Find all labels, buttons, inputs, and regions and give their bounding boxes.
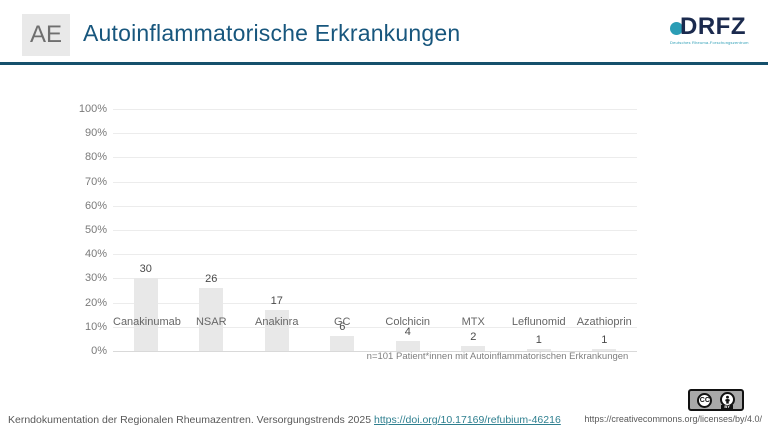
header-divider — [0, 62, 768, 65]
bar-cell: 1 — [572, 109, 638, 351]
bar-nsar — [199, 288, 224, 351]
y-axis-tick-label: 30% — [84, 272, 107, 285]
bar-cell: 30 — [113, 109, 179, 351]
gridline — [113, 302, 637, 304]
plot-area: 0% 10% 20% 30% 40% 50% 60% 70% 80% 90% 100% 30 26 17 6… — [79, 103, 638, 357]
bar-anakinra — [264, 309, 289, 351]
x-axis-category-label: MTX — [461, 316, 485, 328]
bar-cell: 6 — [310, 109, 376, 351]
bar-cell: 17 — [244, 109, 310, 351]
x-axis-category-label: Anakinra — [255, 316, 299, 328]
y-axis-tick-label: 40% — [84, 248, 107, 261]
y-axis-tick-label: 50% — [84, 224, 107, 236]
bar-colchicin — [395, 341, 420, 351]
bar-cell: 2 — [441, 109, 507, 351]
gridline — [113, 157, 637, 159]
y-axis-tick-label: 100% — [78, 103, 107, 115]
license-url[interactable]: https://creativecommons.org/licenses/by/… — [584, 414, 762, 424]
gridline — [113, 278, 637, 280]
gridline — [113, 109, 637, 110]
chart-note: n=101 Patient*innen mit Autoinflammatori… — [366, 351, 629, 362]
cc-by-label: BY — [721, 404, 733, 409]
cc-by-license-badge[interactable]: CC BY — [688, 389, 744, 411]
bar-value-label: 26 — [205, 273, 218, 286]
gridline — [113, 326, 637, 328]
y-axis-tick-label: 80% — [84, 151, 107, 164]
gridline — [113, 205, 637, 207]
topic-badge: AE — [22, 14, 70, 56]
gridline — [113, 351, 637, 352]
y-axis-tick-label: 60% — [84, 199, 107, 212]
logo-text: DRFZ — [680, 13, 746, 40]
bar-chart: 0% 10% 20% 30% 40% 50% 60% 70% 80% 90% 100% 30 26 17 6… — [0, 66, 768, 386]
source-text: Kerndokumentation der Regionalen Rheumaz… — [8, 414, 374, 426]
cc-person-icon — [719, 391, 735, 407]
gridline — [113, 181, 637, 183]
y-axis-tick-label: 0% — [91, 345, 107, 357]
bar-mtx — [461, 346, 486, 351]
bar-value-label: 30 — [139, 263, 152, 276]
page-title: Autoinflammatorische Erkrankungen — [83, 20, 461, 46]
y-axis-tick-label: 10% — [84, 320, 107, 333]
bar-value-label: 1 — [601, 333, 608, 346]
bar-value-label: 2 — [470, 331, 477, 344]
logo-dot-icon — [670, 22, 683, 35]
x-axis-category-label: NSAR — [195, 316, 227, 328]
gridline — [113, 133, 637, 135]
x-axis-category-label: Leflunomid — [511, 316, 566, 328]
y-axis-tick-label: 20% — [84, 296, 107, 309]
logo-subtext: Deutsches Rheuma-Forschungszentrum — [670, 40, 749, 45]
bar-leflunomid — [526, 348, 551, 351]
slide-header: AE Autoinflammatorische Erkrankungen DRF… — [0, 0, 768, 66]
bar-cell: 1 — [506, 109, 572, 351]
doi-link[interactable]: https://doi.org/10.17169/refubium-46216 — [374, 414, 561, 426]
x-axis-category-label: Azathioprin — [576, 316, 632, 328]
cc-icon: CC — [697, 392, 713, 408]
gridline — [113, 254, 637, 256]
x-axis-category-label: GC — [334, 316, 351, 328]
bar-azathioprin — [592, 348, 617, 351]
bar-value-label: 1 — [535, 333, 542, 346]
bar-cell: 4 — [375, 109, 441, 351]
bar-gc — [330, 336, 355, 351]
bar-canakinumab — [133, 278, 158, 351]
drfz-logo: DRFZ Deutsches Rheuma-Forschungszentrum — [670, 15, 750, 45]
y-axis-tick-label: 90% — [84, 127, 107, 140]
bar-value-label: 17 — [270, 294, 283, 307]
gridline — [113, 230, 637, 231]
source-citation: Kerndokumentation der Regionalen Rheumaz… — [8, 414, 561, 426]
x-axis-category-label: Canakinumab — [113, 316, 181, 328]
x-axis-category-label: Colchicin — [385, 316, 431, 328]
y-axis-tick-label: 70% — [84, 175, 107, 188]
bar-value-label: 4 — [404, 326, 411, 339]
bar-value-label: 6 — [339, 321, 346, 334]
bar-cell: 26 — [179, 109, 245, 351]
